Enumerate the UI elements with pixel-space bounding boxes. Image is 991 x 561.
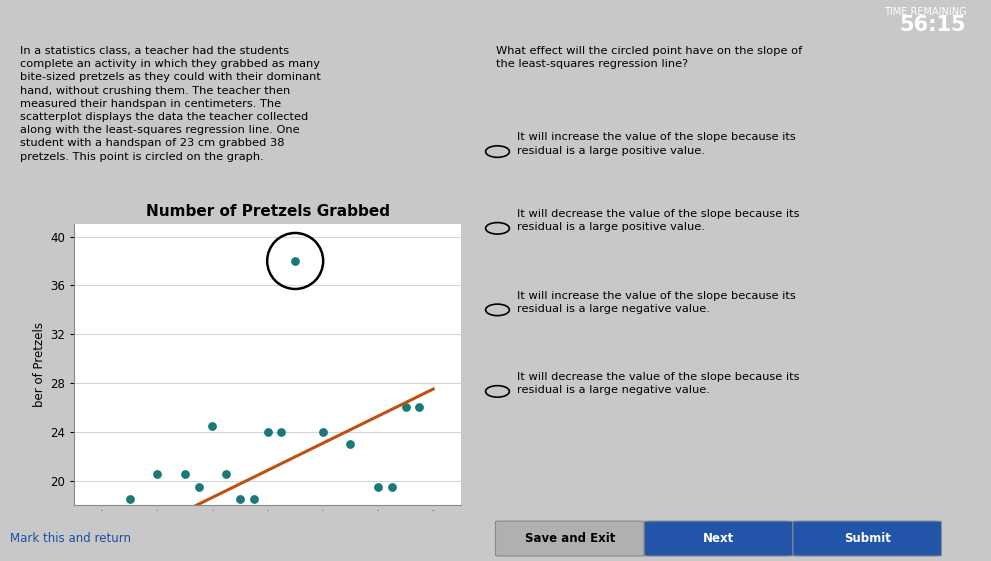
- Text: It will increase the value of the slope because its
residual is a large positive: It will increase the value of the slope …: [517, 132, 796, 155]
- FancyBboxPatch shape: [496, 521, 644, 556]
- Title: Number of Pretzels Grabbed: Number of Pretzels Grabbed: [146, 204, 389, 219]
- Text: It will decrease the value of the slope because its
residual is a large positive: It will decrease the value of the slope …: [517, 209, 800, 232]
- Point: [315, 427, 331, 436]
- Text: Save and Exit: Save and Exit: [524, 532, 615, 545]
- Point: [176, 470, 192, 479]
- Point: [274, 427, 289, 436]
- Text: It will increase the value of the slope because its
residual is a large negative: It will increase the value of the slope …: [517, 291, 796, 314]
- Point: [190, 482, 206, 491]
- Point: [370, 482, 385, 491]
- Text: 56:15: 56:15: [900, 15, 966, 35]
- Text: Submit: Submit: [843, 532, 891, 545]
- Point: [287, 256, 303, 265]
- Point: [384, 482, 399, 491]
- Text: What effect will the circled point have on the slope of
the least-squares regres: What effect will the circled point have …: [496, 46, 802, 69]
- Y-axis label: ber of Pretzels: ber of Pretzels: [33, 322, 47, 407]
- Point: [122, 494, 138, 503]
- Text: Mark this and return: Mark this and return: [10, 532, 131, 545]
- Point: [260, 427, 275, 436]
- Text: Next: Next: [703, 532, 734, 545]
- Point: [343, 439, 359, 448]
- FancyBboxPatch shape: [793, 521, 941, 556]
- Point: [246, 494, 262, 503]
- Text: In a statistics class, a teacher had the students
complete an activity in which : In a statistics class, a teacher had the…: [20, 46, 321, 162]
- Point: [204, 421, 220, 430]
- FancyBboxPatch shape: [644, 521, 793, 556]
- Point: [218, 470, 234, 479]
- Point: [150, 470, 165, 479]
- Point: [232, 494, 248, 503]
- Text: It will decrease the value of the slope because its
residual is a large negative: It will decrease the value of the slope …: [517, 373, 800, 396]
- Text: TIME REMAINING: TIME REMAINING: [884, 7, 966, 17]
- Point: [397, 403, 413, 412]
- Point: [411, 403, 427, 412]
